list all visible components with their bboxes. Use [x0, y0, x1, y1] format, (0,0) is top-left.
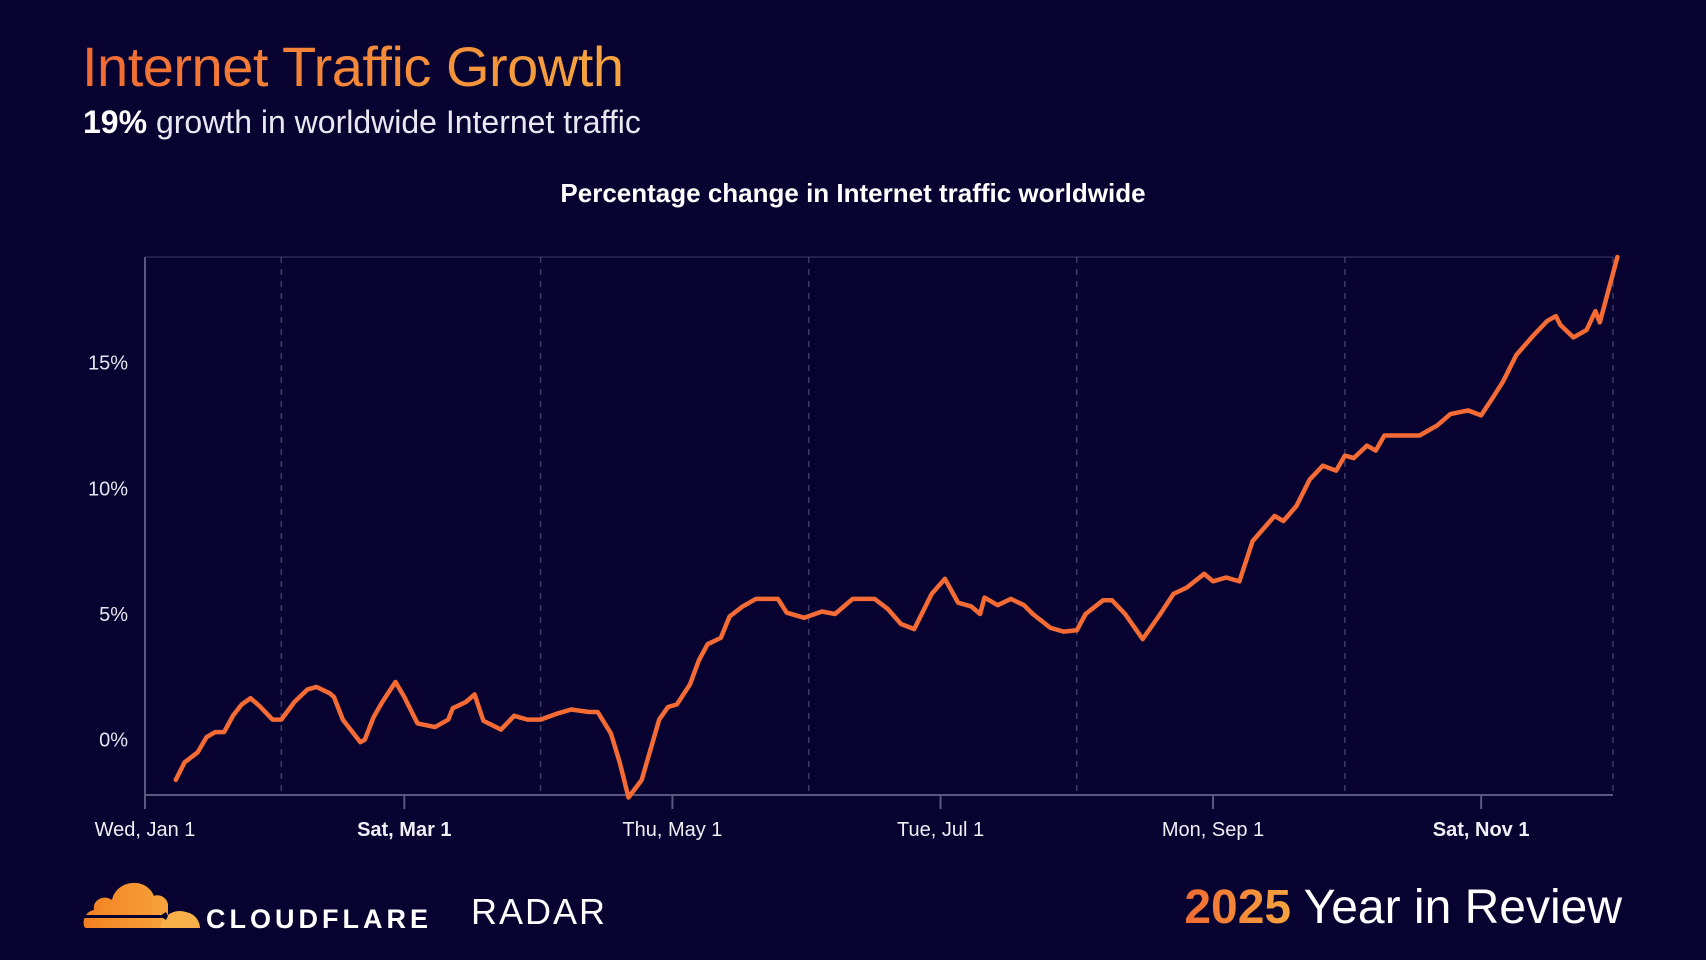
y-tick-label: 10%: [88, 478, 128, 500]
subtitle-text: growth in worldwide Internet traffic: [147, 104, 641, 140]
year: 2025: [1184, 881, 1292, 934]
product-name: RADAR: [471, 891, 608, 932]
line-chart: 0% 5% 10% 15% Wed, Jan 1 Sat, Mar 1 Thu, May 1…: [88, 254, 1620, 841]
growth-highlight: 19%: [83, 104, 148, 140]
y-tick-label: 5%: [99, 604, 128, 626]
chart-title: Percentage change in Internet traffic wo…: [560, 178, 1146, 208]
year-in-review: 2025 Year in Review: [1184, 880, 1622, 935]
traffic-series-line: [173, 254, 1620, 800]
x-tick-label: Wed, Jan 1: [95, 819, 196, 841]
tagline: Year in Review: [1291, 881, 1622, 934]
cloudflare-logo-icon: [83, 882, 200, 928]
page-subtitle: 19% growth in worldwide Internet traffic: [83, 104, 641, 141]
x-tick-label: Thu, May 1: [622, 819, 722, 841]
x-tick-label: Sat, Mar 1: [357, 819, 451, 841]
y-tick-label: 0%: [99, 730, 128, 752]
x-tick-label: Tue, Jul 1: [897, 819, 984, 841]
brand-name: CLOUDFLARE: [206, 904, 432, 934]
page-title: Internet Traffic Growth: [82, 35, 624, 98]
x-tick-label: Sat, Nov 1: [1433, 819, 1530, 841]
x-tick-label: Mon, Sep 1: [1162, 819, 1264, 841]
y-tick-label: 15%: [88, 353, 128, 375]
